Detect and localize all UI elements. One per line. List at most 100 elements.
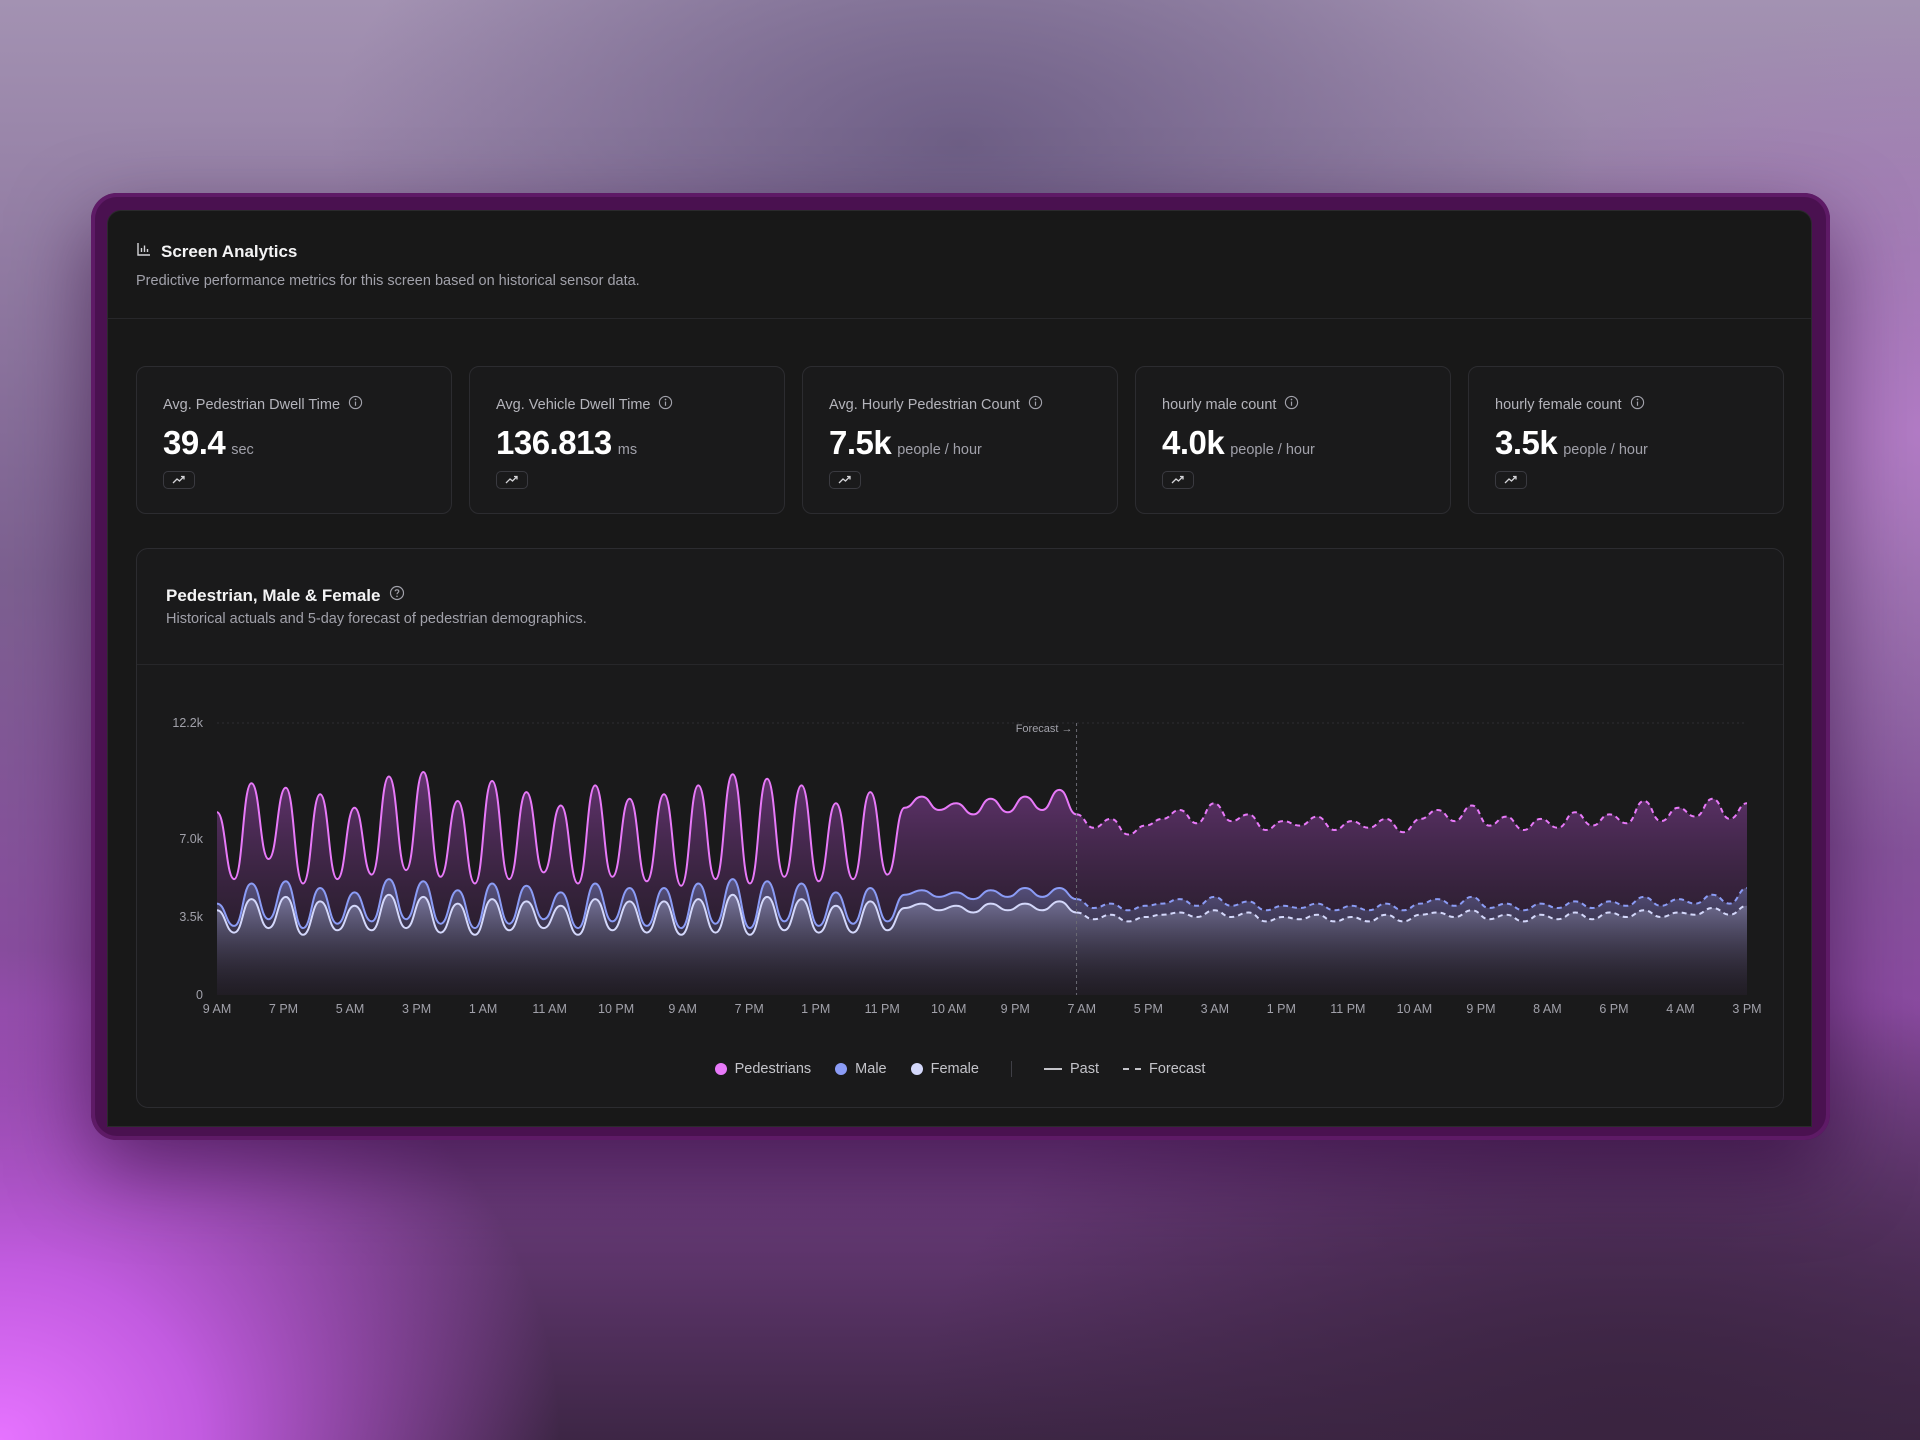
legend-item-pedestrians[interactable]: Pedestrians — [714, 1061, 812, 1077]
info-icon[interactable] — [1028, 395, 1043, 414]
x-tick-label: 8 AM — [1533, 1002, 1562, 1016]
x-tick-label: 1 PM — [1267, 1002, 1296, 1016]
kpi-label-wrap: Avg. Hourly Pedestrian Count — [829, 395, 1091, 414]
x-tick-label: 5 PM — [1134, 1002, 1163, 1016]
x-tick-label: 3 AM — [1201, 1002, 1230, 1016]
chart-legend: Pedestrians Male Female Past Forecast — [137, 1061, 1783, 1077]
male-swatch — [835, 1063, 848, 1075]
kpi-value-row: 7.5k people / hour — [829, 424, 1091, 462]
x-tick-label: 1 AM — [469, 1002, 498, 1016]
kpi-card-vehicle-dwell: Avg. Vehicle Dwell Time 136.813 ms — [469, 366, 785, 514]
help-icon[interactable] — [389, 585, 405, 606]
x-tick-label: 10 PM — [598, 1002, 634, 1016]
info-icon[interactable] — [1284, 395, 1299, 414]
kpi-value: 39.4 — [163, 424, 226, 461]
x-tick-label: 9 AM — [203, 1002, 232, 1016]
kpi-value-row: 4.0k people / hour — [1162, 424, 1424, 462]
legend-label: Pedestrians — [734, 1061, 812, 1077]
chart-title: Pedestrian, Male & Female — [166, 585, 381, 605]
x-tick-label: 1 PM — [801, 1002, 830, 1016]
kpi-unit: sec — [231, 442, 254, 458]
legend-label: Forecast — [1148, 1061, 1206, 1077]
x-tick-label: 7 PM — [735, 1002, 764, 1016]
bar-chart-icon — [136, 241, 152, 262]
title-row: Screen Analytics — [136, 241, 297, 262]
x-tick-label: 7 PM — [269, 1002, 298, 1016]
kpi-label: hourly male count — [1162, 396, 1277, 413]
kpi-unit: people / hour — [1563, 442, 1648, 458]
kpi-label-wrap: Avg. Vehicle Dwell Time — [496, 395, 758, 414]
kpi-unit: ms — [617, 442, 638, 458]
info-icon[interactable] — [658, 395, 673, 414]
x-tick-label: 9 PM — [1001, 1002, 1030, 1016]
x-tick-label: 7 AM — [1068, 1002, 1097, 1016]
female-swatch — [910, 1063, 923, 1075]
area-chart[interactable]: 0 3.5k 7.0k 12.2k 9 AM 7 PM 5 AM 3 PM 1 AM 11 AM 1… — [137, 665, 1784, 1045]
page-subtitle: Predictive performance metrics for this … — [136, 273, 640, 289]
male-forecast-line — [1076, 887, 1748, 912]
legend-divider — [1010, 1061, 1012, 1077]
trending-up-icon — [1162, 471, 1194, 489]
x-tick-label: 3 PM — [402, 1002, 431, 1016]
kpi-row: Avg. Pedestrian Dwell Time 39.4 sec Avg.… — [136, 366, 1784, 514]
kpi-unit: people / hour — [1230, 442, 1315, 458]
female-past-line — [216, 893, 1077, 936]
kpi-label: hourly female count — [1495, 396, 1622, 413]
y-tick-label: 12.2k — [172, 716, 203, 730]
dashed-line-swatch — [1122, 1068, 1141, 1070]
legend-label: Past — [1069, 1061, 1099, 1077]
legend-item-past: Past — [1043, 1061, 1099, 1077]
kpi-card-pedestrian-dwell: Avg. Pedestrian Dwell Time 39.4 sec — [136, 366, 452, 514]
kpi-label: Avg. Vehicle Dwell Time — [496, 396, 651, 413]
y-tick-label: 7.0k — [179, 832, 203, 846]
legend-item-male[interactable]: Male — [835, 1061, 887, 1077]
pedestrians-swatch — [714, 1063, 727, 1075]
x-tick-label: 9 PM — [1466, 1002, 1495, 1016]
female-area — [217, 894, 1747, 995]
x-tick-label: 6 PM — [1599, 1002, 1628, 1016]
x-tick-label: 11 PM — [1330, 1002, 1365, 1016]
info-icon[interactable] — [348, 395, 363, 414]
x-tick-label: 11 AM — [532, 1002, 567, 1016]
solid-line-swatch — [1043, 1068, 1062, 1070]
trending-up-icon — [829, 471, 861, 489]
kpi-label-wrap: hourly male count — [1162, 395, 1424, 414]
kpi-card-hourly-female: hourly female count 3.5k people / hour — [1468, 366, 1784, 514]
x-tick-label: 10 AM — [1397, 1002, 1432, 1016]
forecast-marker-label: Forecast → — [1016, 723, 1073, 735]
chart-subtitle: Historical actuals and 5-day forecast of… — [166, 611, 587, 627]
legend-item-female[interactable]: Female — [910, 1061, 979, 1077]
kpi-label-wrap: Avg. Pedestrian Dwell Time — [163, 395, 425, 414]
x-tick-label: 5 AM — [336, 1002, 365, 1016]
kpi-value: 7.5k — [829, 424, 892, 461]
trending-up-icon — [163, 471, 195, 489]
kpi-value-row: 39.4 sec — [163, 424, 425, 462]
female-forecast-line — [1076, 904, 1748, 923]
y-tick-label: 3.5k — [179, 910, 203, 924]
kpi-label-wrap: hourly female count — [1495, 395, 1757, 414]
male-past-line — [216, 878, 1077, 930]
analytics-panel: Screen Analytics Predictive performance … — [107, 210, 1812, 1127]
trending-up-icon — [1495, 471, 1527, 489]
legend-label: Female — [930, 1061, 979, 1077]
kpi-card-hourly-pedestrian: Avg. Hourly Pedestrian Count 7.5k people… — [802, 366, 1118, 514]
x-tick-label: 10 AM — [931, 1002, 966, 1016]
page-title: Screen Analytics — [161, 241, 298, 261]
y-tick-label: 0 — [196, 988, 203, 1002]
x-tick-label: 3 PM — [1732, 1002, 1761, 1016]
kpi-value-row: 136.813 ms — [496, 424, 758, 462]
panel-header: Screen Analytics Predictive performance … — [108, 211, 1811, 319]
x-tick-label: 11 PM — [865, 1002, 900, 1016]
kpi-label: Avg. Hourly Pedestrian Count — [829, 396, 1020, 413]
x-tick-label: 4 AM — [1666, 1002, 1695, 1016]
chart-title-row: Pedestrian, Male & Female — [166, 585, 405, 606]
kpi-value: 136.813 — [496, 424, 612, 461]
x-tick-label: 9 AM — [668, 1002, 697, 1016]
kpi-value: 4.0k — [1162, 424, 1225, 461]
legend-label: Male — [855, 1061, 887, 1077]
kpi-unit: people / hour — [897, 442, 982, 458]
pedestrians-forecast-line — [1076, 797, 1748, 836]
info-icon[interactable] — [1630, 395, 1645, 414]
kpi-card-hourly-male: hourly male count 4.0k people / hour — [1135, 366, 1451, 514]
chart-header: Pedestrian, Male & Female Historical act… — [137, 549, 1783, 665]
